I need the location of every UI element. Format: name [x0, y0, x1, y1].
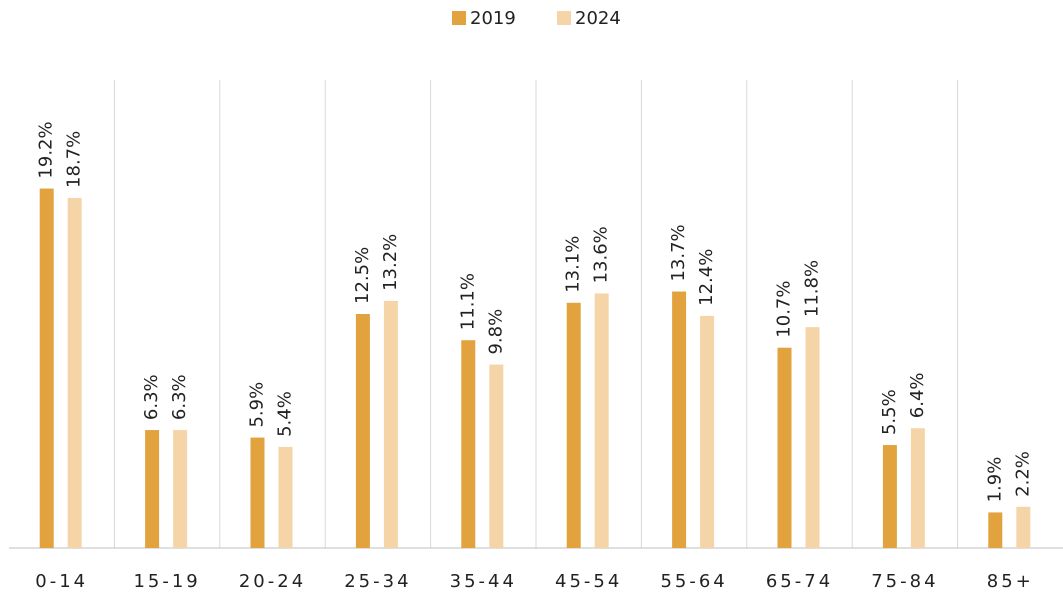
value-label: 6.3% — [141, 374, 162, 420]
value-label: 5.5% — [879, 389, 900, 435]
value-label: 13.7% — [668, 224, 689, 281]
value-label: 18.7% — [64, 131, 85, 188]
value-label: 12.5% — [352, 247, 373, 304]
x-tick-label: 15-19 — [133, 571, 200, 592]
bar — [250, 437, 265, 548]
bar — [1016, 506, 1031, 548]
x-tick-label: 35-44 — [450, 571, 517, 592]
bar — [461, 340, 476, 548]
bar — [39, 188, 54, 549]
value-label: 11.8% — [802, 260, 823, 317]
x-tick-label: 0-14 — [35, 571, 88, 592]
value-label: 5.4% — [275, 391, 296, 437]
x-tick-label: 25-34 — [344, 571, 411, 592]
bar — [672, 291, 687, 548]
bar — [594, 293, 609, 548]
bar — [355, 314, 370, 548]
bar — [67, 197, 82, 548]
legend-label: 2024 — [575, 8, 621, 29]
value-label: 19.2% — [36, 121, 57, 178]
value-label: 13.1% — [563, 236, 584, 293]
x-tick-label: 75-84 — [871, 571, 938, 592]
value-label: 13.6% — [591, 226, 612, 283]
value-label: 5.9% — [247, 382, 268, 428]
value-label: 10.7% — [774, 281, 795, 338]
value-label: 11.1% — [457, 273, 478, 330]
value-label: 6.4% — [907, 372, 928, 418]
value-label: 1.9% — [984, 457, 1005, 503]
bar — [910, 428, 925, 548]
bar — [777, 347, 792, 548]
bar — [566, 302, 581, 548]
legend-label: 2019 — [470, 8, 516, 29]
bar — [173, 430, 188, 548]
x-tick-label: 45-54 — [555, 571, 622, 592]
bar — [489, 364, 504, 548]
bar — [145, 430, 160, 548]
value-label: 13.2% — [380, 234, 401, 291]
legend-swatch — [452, 11, 466, 25]
bar — [988, 512, 1003, 548]
x-tick-label: 85+ — [987, 571, 1034, 592]
x-tick-label: 55-64 — [660, 571, 727, 592]
legend-swatch — [557, 11, 571, 25]
bar — [700, 315, 715, 548]
value-label: 12.4% — [696, 249, 717, 306]
bar — [805, 327, 820, 548]
bar — [278, 446, 293, 548]
bar — [882, 445, 897, 548]
value-label: 9.8% — [485, 309, 506, 355]
x-tick-label: 65-74 — [766, 571, 833, 592]
bar — [383, 300, 398, 548]
value-label: 6.3% — [169, 374, 190, 420]
value-label: 2.2% — [1012, 451, 1033, 497]
x-tick-label: 20-24 — [239, 571, 306, 592]
